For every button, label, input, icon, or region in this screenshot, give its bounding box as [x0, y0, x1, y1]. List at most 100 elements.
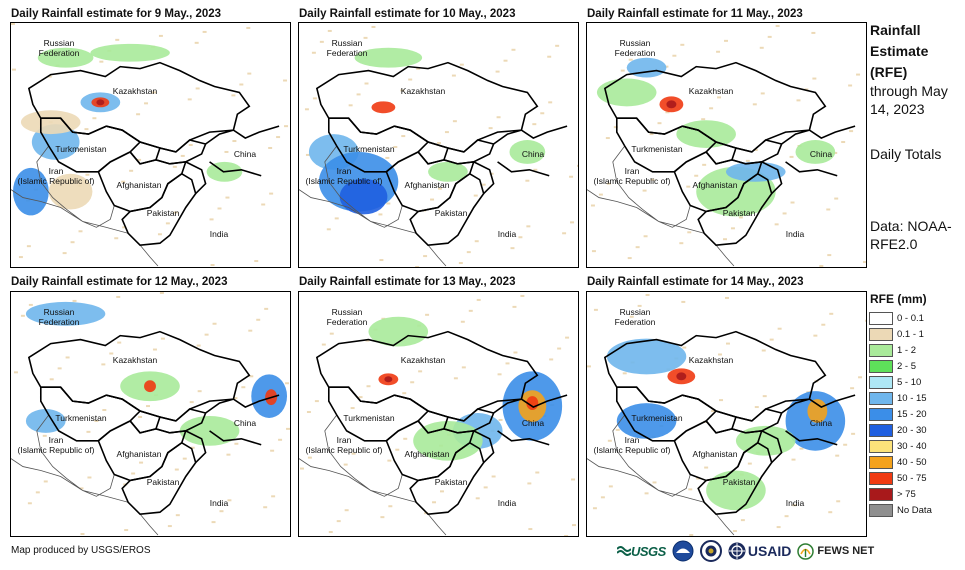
- rain-speck: [511, 48, 516, 51]
- country-label-russia: Russian Federation: [614, 307, 656, 327]
- legend-label: 40 - 50: [897, 457, 927, 468]
- rain-speck: [451, 74, 456, 77]
- rain-speck: [605, 137, 610, 140]
- rain-speck: [497, 373, 502, 376]
- rain-speck: [217, 207, 222, 210]
- rain-speck: [57, 367, 62, 370]
- rain-speck: [249, 375, 254, 378]
- rain-speck: [738, 216, 743, 219]
- rainfall-patch: [25, 301, 106, 326]
- map-canvas: [11, 23, 289, 267]
- rain-speck: [812, 77, 817, 80]
- legend-item: 2 - 5: [869, 359, 959, 375]
- legend-label: 20 - 30: [897, 425, 927, 436]
- rain-speck: [711, 410, 716, 413]
- partner-logos: USGS USAID FEWS NET: [617, 539, 874, 563]
- rain-speck: [283, 79, 288, 82]
- rain-speck: [665, 111, 670, 114]
- rain-speck: [70, 241, 75, 244]
- rain-speck: [458, 262, 463, 265]
- rainfall-patch: [12, 167, 49, 216]
- country-label-afghanistan: Afghanistan: [692, 449, 738, 459]
- legend-item: 50 - 75: [869, 471, 959, 487]
- sidebar-daily-totals: Daily Totals: [870, 146, 942, 162]
- rain-speck: [393, 145, 398, 148]
- country-border: [106, 125, 161, 165]
- rain-speck: [696, 477, 701, 480]
- legend-swatch: [869, 456, 893, 469]
- legend-swatch: [869, 504, 893, 517]
- country-label-pakistan: Pakistan: [434, 477, 468, 487]
- rain-speck: [388, 505, 393, 508]
- rain-speck: [11, 23, 15, 25]
- rain-speck: [745, 159, 750, 162]
- legend-label: 0 - 0.1: [897, 313, 924, 324]
- rain-speck: [109, 352, 114, 355]
- rain-speck: [401, 135, 406, 138]
- rain-speck: [453, 377, 458, 380]
- rain-speck: [233, 397, 238, 400]
- country-label-russia: Russian Federation: [326, 38, 368, 58]
- rain-speck: [799, 447, 804, 450]
- rain-speck: [232, 140, 237, 143]
- rain-speck: [686, 185, 691, 188]
- legend-item: 15 - 20: [869, 407, 959, 423]
- rain-speck: [644, 492, 649, 495]
- country-label-india: India: [497, 498, 517, 508]
- rain-speck: [858, 376, 863, 379]
- panel-title-3: Daily Rainfall estimate for 11 May., 202…: [587, 8, 803, 20]
- country-label-iran: Iran (Islamic Republic of): [17, 435, 95, 455]
- country-border: [443, 139, 495, 165]
- rain-speck: [540, 112, 545, 115]
- rain-speck: [474, 240, 479, 243]
- country-label-iran: Iran (Islamic Republic of): [305, 435, 383, 455]
- rain-speck: [371, 25, 376, 28]
- usaid-logo: USAID: [728, 542, 791, 560]
- rain-speck: [311, 51, 316, 54]
- rain-speck: [115, 38, 120, 41]
- rain-speck: [620, 69, 625, 72]
- rain-speck: [264, 307, 269, 310]
- rain-speck: [321, 343, 326, 346]
- rain-speck: [312, 97, 317, 100]
- rain-speck: [532, 123, 537, 126]
- rain-speck: [792, 504, 797, 507]
- noaa-logo: [672, 540, 694, 562]
- rain-speck: [395, 448, 400, 451]
- rain-speck: [777, 327, 782, 330]
- rain-speck: [136, 113, 141, 116]
- legend-swatch: [869, 472, 893, 485]
- rain-speck: [26, 245, 31, 248]
- country-label-iran: Iran (Islamic Republic of): [305, 166, 383, 186]
- rain-speck: [608, 485, 613, 488]
- rain-speck: [270, 449, 275, 452]
- rain-speck: [528, 528, 533, 531]
- rain-speck: [124, 529, 129, 532]
- legend-label: 1 - 2: [897, 345, 917, 356]
- legend-label: 15 - 20: [897, 409, 927, 420]
- rain-speck: [400, 89, 405, 92]
- country-border: [185, 125, 280, 195]
- rain-speck: [645, 293, 650, 296]
- rain-speck: [402, 392, 407, 395]
- country-border: [761, 394, 856, 464]
- rain-speck: [819, 265, 824, 267]
- country-label-afghanistan: Afghanistan: [692, 180, 738, 190]
- rain-speck: [43, 480, 48, 483]
- legend-item: > 75: [869, 487, 959, 503]
- rainfall-patch: [96, 99, 105, 106]
- rain-speck: [336, 520, 341, 523]
- rain-speck: [307, 456, 312, 459]
- rainfall-patch: [616, 403, 677, 439]
- rain-speck: [224, 150, 229, 153]
- legend-swatch: [869, 360, 893, 373]
- legend-label: > 75: [897, 489, 916, 500]
- legend-label: 10 - 15: [897, 393, 927, 404]
- rain-speck: [732, 530, 737, 533]
- rain-speck: [547, 55, 552, 58]
- rain-speck: [804, 88, 809, 91]
- rain-speck: [652, 481, 657, 484]
- country-border: [473, 125, 568, 195]
- rain-speck: [796, 99, 801, 102]
- panel-title-4: Daily Rainfall estimate for 12 May., 202…: [11, 276, 228, 288]
